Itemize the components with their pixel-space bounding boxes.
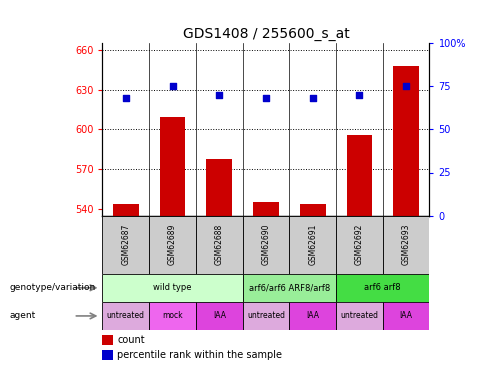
Point bbox=[169, 83, 177, 89]
Text: GSM62692: GSM62692 bbox=[355, 224, 364, 266]
Bar bbox=[393, 66, 419, 216]
Bar bbox=[196, 216, 243, 274]
Text: untreated: untreated bbox=[247, 311, 285, 320]
Text: IAA: IAA bbox=[213, 311, 226, 320]
Text: arf6/arf6 ARF8/arf8: arf6/arf6 ARF8/arf8 bbox=[249, 284, 330, 292]
Bar bbox=[336, 302, 383, 330]
Bar bbox=[289, 216, 336, 274]
Bar bbox=[113, 204, 139, 216]
Bar bbox=[206, 159, 232, 216]
Bar bbox=[300, 204, 325, 216]
Point bbox=[402, 83, 410, 89]
Bar bbox=[253, 202, 279, 216]
Point bbox=[215, 92, 223, 98]
Bar bbox=[149, 302, 196, 330]
Text: IAA: IAA bbox=[400, 311, 412, 320]
Text: mock: mock bbox=[162, 311, 183, 320]
Point bbox=[262, 95, 270, 101]
Bar bbox=[196, 302, 243, 330]
Bar bbox=[346, 135, 372, 216]
Bar bbox=[336, 274, 429, 302]
Text: agent: agent bbox=[10, 311, 36, 320]
Text: GSM62690: GSM62690 bbox=[262, 224, 270, 266]
Bar bbox=[243, 274, 336, 302]
Text: arf6 arf8: arf6 arf8 bbox=[365, 284, 401, 292]
Text: untreated: untreated bbox=[107, 311, 145, 320]
Text: GSM62687: GSM62687 bbox=[122, 224, 130, 266]
Text: GSM62688: GSM62688 bbox=[215, 224, 224, 266]
Point bbox=[309, 95, 317, 101]
Bar bbox=[383, 302, 429, 330]
Text: untreated: untreated bbox=[340, 311, 378, 320]
Text: wild type: wild type bbox=[153, 284, 192, 292]
Text: GSM62689: GSM62689 bbox=[168, 224, 177, 266]
Text: GSM62693: GSM62693 bbox=[402, 224, 410, 266]
Text: count: count bbox=[117, 335, 145, 345]
Bar bbox=[160, 117, 185, 216]
Text: genotype/variation: genotype/variation bbox=[10, 284, 96, 292]
Text: GSM62691: GSM62691 bbox=[308, 224, 317, 266]
Bar bbox=[289, 302, 336, 330]
Bar bbox=[102, 274, 243, 302]
Title: GDS1408 / 255600_s_at: GDS1408 / 255600_s_at bbox=[183, 27, 349, 41]
Bar bbox=[102, 350, 113, 360]
Bar bbox=[102, 216, 149, 274]
Bar bbox=[149, 216, 196, 274]
Point bbox=[122, 95, 130, 101]
Bar bbox=[243, 302, 289, 330]
Bar bbox=[243, 216, 289, 274]
Text: percentile rank within the sample: percentile rank within the sample bbox=[117, 350, 283, 360]
Bar bbox=[383, 216, 429, 274]
Text: IAA: IAA bbox=[306, 311, 319, 320]
Bar bbox=[102, 302, 149, 330]
Bar bbox=[102, 335, 113, 345]
Point bbox=[355, 92, 363, 98]
Bar bbox=[336, 216, 383, 274]
